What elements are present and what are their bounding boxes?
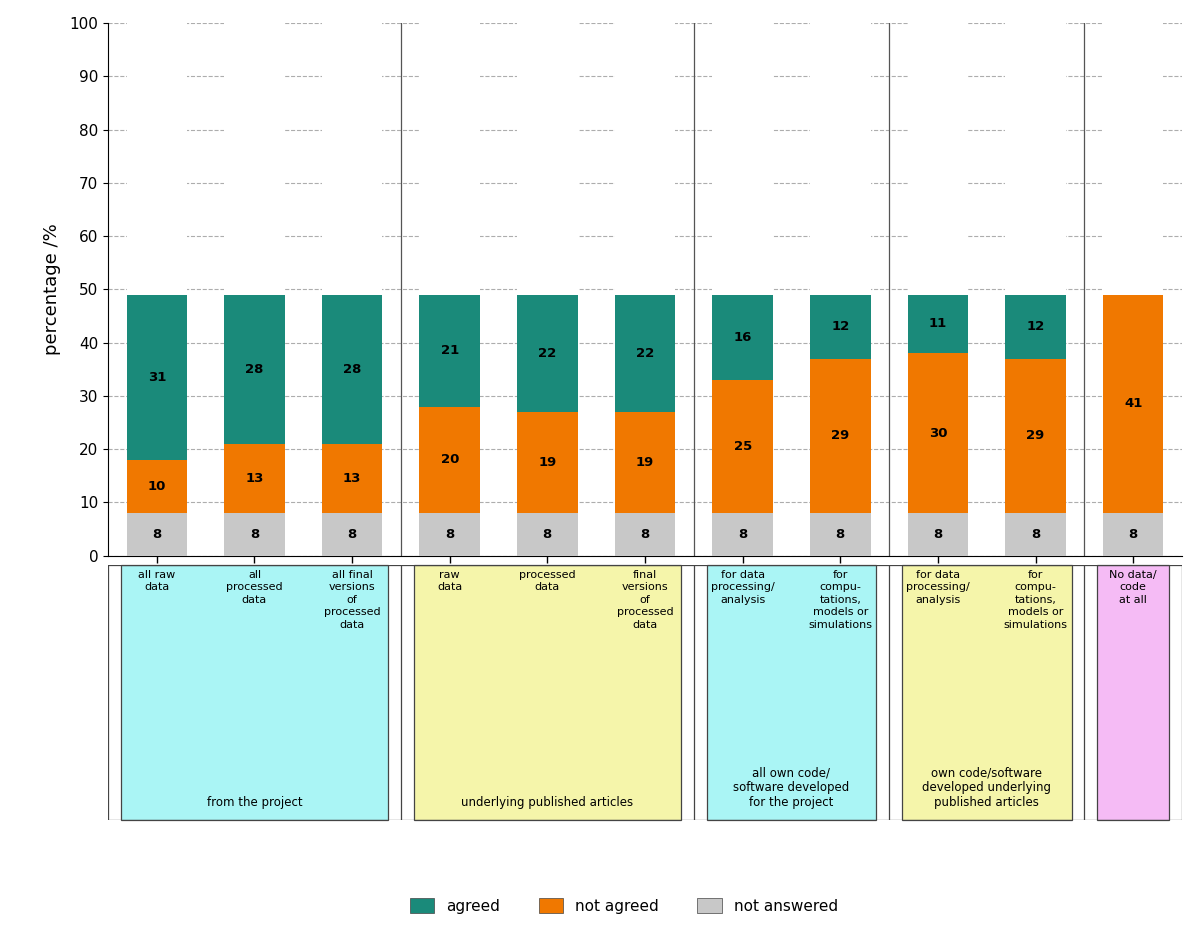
Text: 28: 28 (245, 363, 264, 376)
Text: 8: 8 (348, 528, 356, 541)
Bar (614, 412, 676, 513)
Text: 29: 29 (1026, 430, 1045, 443)
Bar (420, 294, 480, 407)
Text: 30: 30 (929, 427, 947, 440)
Text: 41: 41 (1124, 397, 1142, 410)
Text: 8: 8 (445, 528, 455, 541)
Bar (614, 23, 676, 294)
Bar (1097, 565, 1169, 820)
Text: 11: 11 (929, 318, 947, 331)
Text: for data
processing/
analysis: for data processing/ analysis (710, 569, 774, 605)
Text: 13: 13 (245, 472, 264, 485)
Bar (224, 294, 284, 444)
Bar (322, 444, 383, 513)
Text: 12: 12 (1026, 320, 1045, 333)
Bar (420, 407, 480, 513)
Text: 8: 8 (835, 528, 845, 541)
Y-axis label: percentage /%: percentage /% (43, 223, 61, 356)
Bar (907, 353, 968, 513)
Bar (907, 294, 968, 353)
Bar (810, 294, 870, 358)
Text: 8: 8 (542, 528, 552, 541)
Text: 8: 8 (934, 528, 942, 541)
Bar (517, 294, 577, 412)
Bar (224, 23, 284, 294)
Bar (126, 459, 187, 513)
Bar (713, 513, 773, 556)
Bar (810, 23, 870, 294)
Text: from the project: from the project (206, 796, 302, 809)
Text: for
compu-
tations,
models or
simulations: for compu- tations, models or simulation… (1003, 569, 1068, 630)
Text: raw
data: raw data (437, 569, 462, 593)
Text: underlying published articles: underlying published articles (461, 796, 634, 809)
Text: all final
versions
of
processed
data: all final versions of processed data (324, 569, 380, 630)
Bar (126, 23, 187, 294)
Bar (414, 565, 682, 820)
Bar (713, 294, 773, 380)
Legend: agreed, not agreed, not answered: agreed, not agreed, not answered (410, 898, 838, 914)
Text: 25: 25 (733, 440, 751, 453)
Text: all own code/
software developed
for the project: all own code/ software developed for the… (733, 767, 850, 809)
Bar (907, 23, 968, 294)
Bar (517, 23, 577, 294)
Bar (517, 412, 577, 513)
Text: 8: 8 (641, 528, 649, 541)
Bar (126, 513, 187, 556)
Text: 31: 31 (148, 370, 166, 383)
Text: 22: 22 (539, 346, 557, 360)
Bar (713, 23, 773, 294)
Text: all raw
data: all raw data (138, 569, 175, 593)
Bar (121, 565, 389, 820)
Bar (322, 294, 383, 444)
Bar (614, 294, 676, 412)
Text: all
processed
data: all processed data (226, 569, 283, 605)
Bar (224, 513, 284, 556)
Bar (224, 444, 284, 513)
Text: processed
data: processed data (520, 569, 576, 593)
Bar (1006, 358, 1066, 513)
Bar (517, 513, 577, 556)
Bar (322, 23, 383, 294)
Bar (420, 23, 480, 294)
Bar (901, 565, 1072, 820)
Text: final
versions
of
processed
data: final versions of processed data (617, 569, 673, 630)
Text: for
compu-
tations,
models or
simulations: for compu- tations, models or simulation… (809, 569, 872, 630)
Text: 21: 21 (440, 344, 458, 357)
Bar (907, 513, 968, 556)
Bar (810, 358, 870, 513)
Bar (1103, 513, 1164, 556)
Text: 20: 20 (440, 453, 458, 467)
Bar (1006, 23, 1066, 294)
Bar (1103, 294, 1164, 513)
Text: own code/software
developed underlying
published articles: own code/software developed underlying p… (923, 767, 1051, 809)
Bar (126, 294, 187, 459)
Bar (1006, 294, 1066, 358)
Text: 8: 8 (1031, 528, 1040, 541)
Text: 19: 19 (636, 456, 654, 469)
Text: 10: 10 (148, 480, 166, 493)
Text: 16: 16 (733, 331, 752, 344)
Bar (810, 513, 870, 556)
Bar (1006, 513, 1066, 556)
Text: 13: 13 (343, 472, 361, 485)
Text: for data
processing/
analysis: for data processing/ analysis (906, 569, 970, 605)
Text: 8: 8 (738, 528, 748, 541)
Bar (707, 565, 876, 820)
Bar (1103, 23, 1164, 294)
Text: 8: 8 (1128, 528, 1138, 541)
Text: 29: 29 (832, 430, 850, 443)
Text: 12: 12 (832, 320, 850, 333)
Bar (420, 513, 480, 556)
Text: 8: 8 (152, 528, 162, 541)
Text: No data/
code
at all: No data/ code at all (1109, 569, 1157, 605)
Text: 8: 8 (250, 528, 259, 541)
Text: 19: 19 (539, 456, 557, 469)
Text: 28: 28 (343, 363, 361, 376)
Text: 22: 22 (636, 346, 654, 360)
Bar (614, 513, 676, 556)
Bar (713, 380, 773, 513)
Bar (322, 513, 383, 556)
